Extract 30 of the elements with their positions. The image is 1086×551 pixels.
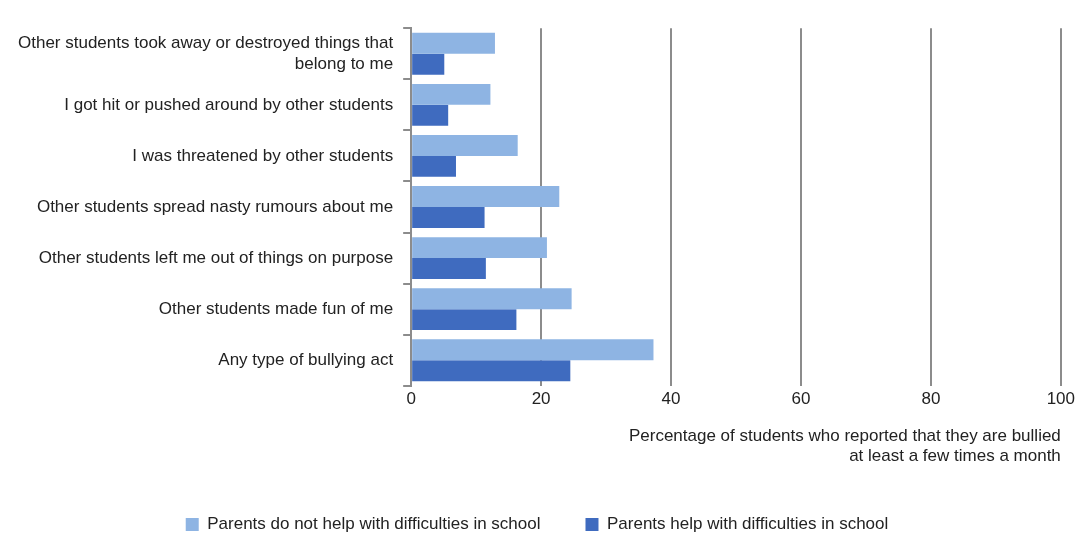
bar	[412, 104, 449, 126]
bar	[412, 134, 518, 156]
bar	[412, 155, 456, 177]
y-tick-label: I got hit or pushed around by other students	[64, 94, 394, 114]
y-tick-label: Other students spread nasty rumours about me	[36, 196, 394, 216]
bar	[412, 237, 547, 259]
bar	[412, 83, 491, 105]
y-tick-label: Other students left me out of things on purpose	[38, 247, 394, 267]
bar	[412, 360, 571, 382]
bar	[412, 186, 560, 207]
bar	[412, 288, 572, 310]
bar	[412, 32, 495, 54]
bar	[412, 53, 445, 75]
x-tick-label: 60	[791, 388, 811, 408]
legend-label: Parents help with difficulties in school	[606, 514, 889, 534]
x-tick-label: 100	[1046, 388, 1076, 408]
y-tick-label: Other students made fun of me	[158, 298, 394, 318]
x-tick-label: 20	[531, 388, 551, 408]
bar	[412, 207, 485, 228]
bar	[412, 258, 486, 280]
y-tick-label: Any type of bullying act	[218, 349, 394, 369]
y-tick-label: I was threatened by other students	[132, 145, 394, 165]
bar	[412, 309, 517, 331]
bar	[412, 339, 654, 361]
x-axis-title: Percentage of students who reported that they are bullied at least a few times a month	[628, 426, 1061, 466]
y-tick-label: Other students took away or destroyed things that belong to me	[18, 33, 394, 73]
x-tick-label: 0	[406, 388, 416, 408]
legend-label: Parents do not help with difficulties in school	[207, 514, 541, 534]
x-tick-label: 80	[921, 388, 941, 408]
x-tick-label: 40	[661, 388, 681, 408]
